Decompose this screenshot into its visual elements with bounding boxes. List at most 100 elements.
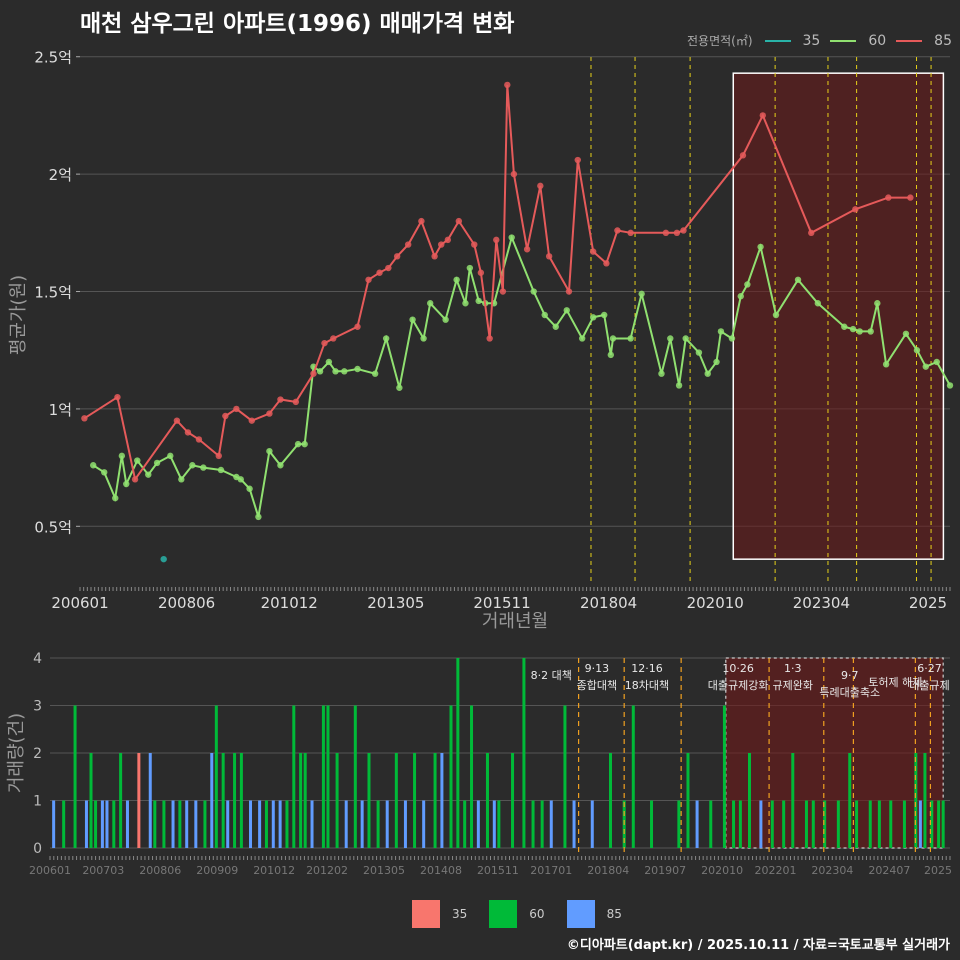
x-tick-label: 200806 [158, 594, 215, 612]
volume-legend: 35 60 85 [412, 900, 644, 928]
volume-bar-60 [485, 753, 489, 848]
legend-box-35 [412, 900, 440, 928]
data-point-60 [717, 328, 725, 335]
bar-x-tick-label: 201408 [420, 864, 462, 877]
volume-bar-35 [137, 753, 141, 848]
data-point-60 [325, 358, 333, 366]
bar-x-tick-label: 201202 [306, 864, 348, 877]
data-point-85 [603, 260, 610, 267]
volume-bar-85 [105, 800, 109, 848]
data-point-60 [578, 335, 586, 342]
data-point-60 [427, 300, 434, 307]
volume-bar-85 [185, 800, 189, 848]
data-point-85 [266, 410, 273, 417]
volume-bar-60 [449, 705, 453, 848]
data-point-60 [189, 462, 196, 469]
data-point-60 [856, 328, 863, 335]
volume-bar-60 [686, 753, 690, 848]
data-point-85 [614, 227, 621, 234]
policy-annotation: 8·2 대책 [531, 669, 572, 682]
data-point-85 [354, 323, 361, 330]
volume-bar-60 [522, 658, 526, 848]
policy-annotation: 10·26 [722, 662, 754, 675]
bar-y-tick-label: 2 [33, 746, 42, 762]
data-point-60 [675, 382, 683, 389]
data-point-60 [902, 330, 910, 337]
bar-x-tick-label: 201907 [644, 864, 686, 877]
bar-x-tick-label: 202304 [811, 864, 853, 877]
data-point-60 [530, 288, 537, 295]
volume-bar-85 [695, 800, 699, 848]
volume-bar-85 [271, 800, 275, 848]
volume-bar-60 [89, 753, 93, 848]
volume-bar-60 [203, 800, 207, 848]
data-point-85 [574, 156, 581, 164]
data-point-60 [814, 300, 822, 307]
volume-bar-60 [563, 705, 567, 848]
volume-bar-60 [650, 800, 654, 848]
data-point-60 [541, 311, 548, 319]
volume-bar-85 [385, 800, 389, 848]
data-point-85 [627, 229, 634, 237]
volume-bar-85 [344, 800, 348, 848]
volume-bar-85 [360, 800, 364, 848]
data-point-85 [565, 288, 573, 295]
data-point-85 [444, 236, 452, 244]
data-point-60 [382, 335, 390, 342]
volume-bar-60 [221, 753, 225, 848]
data-point-60 [371, 370, 379, 377]
volume-bar-60 [353, 705, 357, 848]
data-point-85 [504, 81, 511, 89]
data-point-60 [178, 476, 185, 483]
policy-annotation: 토허제 해제 [868, 675, 922, 689]
volume-bar-60 [321, 705, 325, 848]
data-point-85 [393, 253, 401, 260]
bar-x-tick-label: 201305 [363, 864, 405, 877]
legend-label-60: 60 [868, 32, 887, 49]
bar-x-tick-label: 202407 [868, 864, 910, 877]
bar-x-tick-label: 200703 [82, 864, 124, 877]
data-point-60 [933, 358, 940, 366]
x-tick-label: 2025 [909, 594, 947, 612]
bar-y-tick-label: 4 [33, 651, 42, 667]
data-point-60 [508, 234, 515, 241]
volume-bar-85 [476, 800, 480, 848]
legend-swatch-60 [830, 39, 857, 42]
x-axis-label: 거래년월 [482, 611, 548, 632]
volume-bar-60 [531, 800, 535, 848]
volume-bar-60 [112, 800, 116, 848]
volume-bar-60 [456, 658, 460, 848]
volume-bar-85 [84, 800, 88, 848]
policy-annotation: 특례대출축소 [819, 686, 880, 699]
bar-y-tick-label: 1 [33, 794, 42, 810]
volume-bar-60 [73, 705, 77, 848]
data-point-85 [233, 405, 240, 413]
data-point-85 [477, 269, 485, 276]
data-point-85 [292, 398, 300, 406]
bar-x-tick-label: 200806 [139, 864, 181, 877]
data-point-60 [874, 300, 881, 307]
x-tick-label: 202304 [793, 594, 850, 612]
policy-annotation: 18차대책 [625, 679, 669, 692]
data-point-85 [673, 229, 681, 237]
volume-bar-60 [836, 800, 840, 848]
series-line-85 [83, 84, 911, 482]
policy-annotation: 9·13 [585, 662, 610, 675]
data-point-85 [376, 269, 383, 276]
volume-bar-60 [264, 800, 268, 848]
data-point-60 [744, 281, 751, 288]
data-point-60 [341, 368, 348, 375]
data-point-85 [455, 217, 463, 225]
volume-bar-60 [732, 800, 736, 848]
data-point-60 [627, 335, 634, 342]
data-point-60 [563, 307, 570, 314]
legend-box-60 [489, 900, 518, 928]
data-point-60 [134, 457, 141, 464]
data-point-85 [431, 253, 438, 260]
data-point-35 [160, 555, 167, 563]
volume-bar-60 [738, 800, 742, 848]
volume-bar-85 [100, 800, 104, 848]
data-point-60 [200, 464, 207, 471]
volume-bar-85 [492, 800, 496, 848]
volume-bar-60 [497, 800, 501, 848]
